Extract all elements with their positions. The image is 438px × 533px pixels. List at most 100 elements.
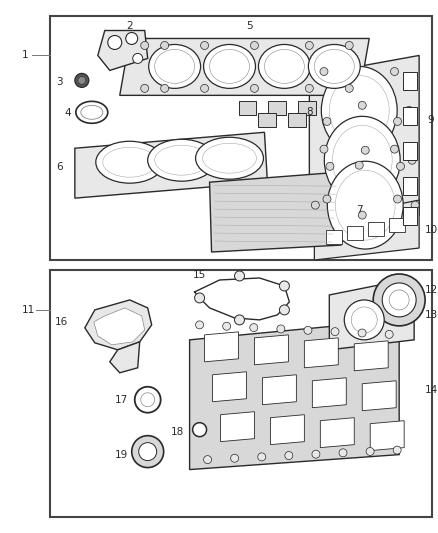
Circle shape (193, 423, 207, 437)
Bar (347, 226, 363, 240)
Text: 11: 11 (22, 305, 35, 315)
Circle shape (345, 84, 353, 92)
Text: 17: 17 (115, 395, 128, 405)
Text: 13: 13 (424, 310, 438, 320)
Bar (258, 114, 276, 127)
Circle shape (382, 283, 416, 317)
Ellipse shape (321, 67, 397, 154)
Text: 9: 9 (428, 115, 434, 125)
Circle shape (75, 74, 89, 87)
Circle shape (204, 456, 212, 464)
Text: 10: 10 (424, 225, 438, 235)
Polygon shape (270, 415, 304, 445)
Text: 16: 16 (55, 317, 68, 327)
Ellipse shape (327, 161, 403, 249)
Circle shape (250, 324, 258, 332)
Bar (403, 107, 417, 125)
Circle shape (385, 330, 393, 338)
Text: 8: 8 (306, 107, 313, 117)
Polygon shape (312, 378, 346, 408)
Bar (239, 101, 257, 115)
Circle shape (133, 53, 143, 63)
Text: 14: 14 (424, 385, 438, 395)
Circle shape (393, 195, 402, 203)
Circle shape (132, 435, 164, 467)
Circle shape (305, 84, 313, 92)
Ellipse shape (324, 116, 400, 204)
Circle shape (201, 84, 208, 92)
Circle shape (391, 145, 399, 153)
Ellipse shape (314, 50, 354, 83)
Circle shape (311, 201, 319, 209)
Polygon shape (110, 342, 140, 373)
Polygon shape (209, 172, 341, 252)
Circle shape (393, 117, 402, 125)
Bar (403, 207, 417, 225)
Bar (288, 114, 306, 127)
Ellipse shape (336, 170, 395, 240)
Ellipse shape (76, 101, 108, 123)
Text: 1: 1 (22, 51, 28, 60)
Circle shape (258, 453, 266, 461)
Circle shape (234, 271, 244, 281)
Circle shape (411, 201, 419, 209)
Circle shape (358, 101, 366, 109)
Circle shape (361, 146, 369, 154)
Polygon shape (75, 132, 268, 198)
Ellipse shape (265, 50, 304, 83)
Bar (368, 222, 384, 236)
Text: 3: 3 (57, 77, 63, 87)
Polygon shape (254, 335, 288, 365)
Polygon shape (314, 200, 419, 260)
Ellipse shape (81, 106, 103, 119)
Circle shape (326, 163, 334, 171)
Text: 4: 4 (64, 108, 71, 118)
Ellipse shape (148, 139, 215, 181)
Circle shape (251, 84, 258, 92)
Polygon shape (354, 341, 388, 371)
Circle shape (231, 454, 239, 462)
Circle shape (126, 33, 138, 44)
Circle shape (135, 387, 161, 413)
Circle shape (358, 211, 366, 219)
Polygon shape (262, 375, 297, 405)
Bar (268, 101, 286, 115)
Bar (403, 142, 417, 160)
Circle shape (320, 145, 328, 153)
Text: 7: 7 (356, 205, 363, 215)
Polygon shape (85, 300, 152, 350)
Circle shape (279, 305, 290, 315)
Polygon shape (120, 38, 369, 95)
Circle shape (161, 42, 169, 50)
Bar (403, 177, 417, 195)
Circle shape (312, 450, 320, 458)
Circle shape (339, 449, 347, 457)
Polygon shape (221, 411, 254, 442)
Circle shape (323, 117, 331, 125)
Ellipse shape (155, 146, 208, 175)
Polygon shape (362, 381, 396, 411)
Ellipse shape (148, 44, 201, 88)
Text: 6: 6 (57, 162, 63, 172)
Text: 18: 18 (171, 426, 184, 437)
Circle shape (373, 274, 425, 326)
Circle shape (194, 293, 205, 303)
Circle shape (201, 42, 208, 50)
Circle shape (331, 328, 339, 336)
Polygon shape (309, 55, 419, 230)
Ellipse shape (332, 125, 392, 195)
Circle shape (277, 325, 285, 333)
Ellipse shape (209, 50, 250, 83)
Circle shape (396, 163, 405, 171)
Bar (389, 218, 405, 232)
Circle shape (351, 307, 377, 333)
Circle shape (408, 156, 416, 164)
Circle shape (305, 42, 313, 50)
Circle shape (345, 42, 353, 50)
Polygon shape (212, 372, 247, 402)
Circle shape (366, 448, 374, 456)
Circle shape (108, 36, 122, 50)
Circle shape (279, 281, 290, 291)
Circle shape (320, 68, 328, 76)
Text: 12: 12 (424, 285, 438, 295)
